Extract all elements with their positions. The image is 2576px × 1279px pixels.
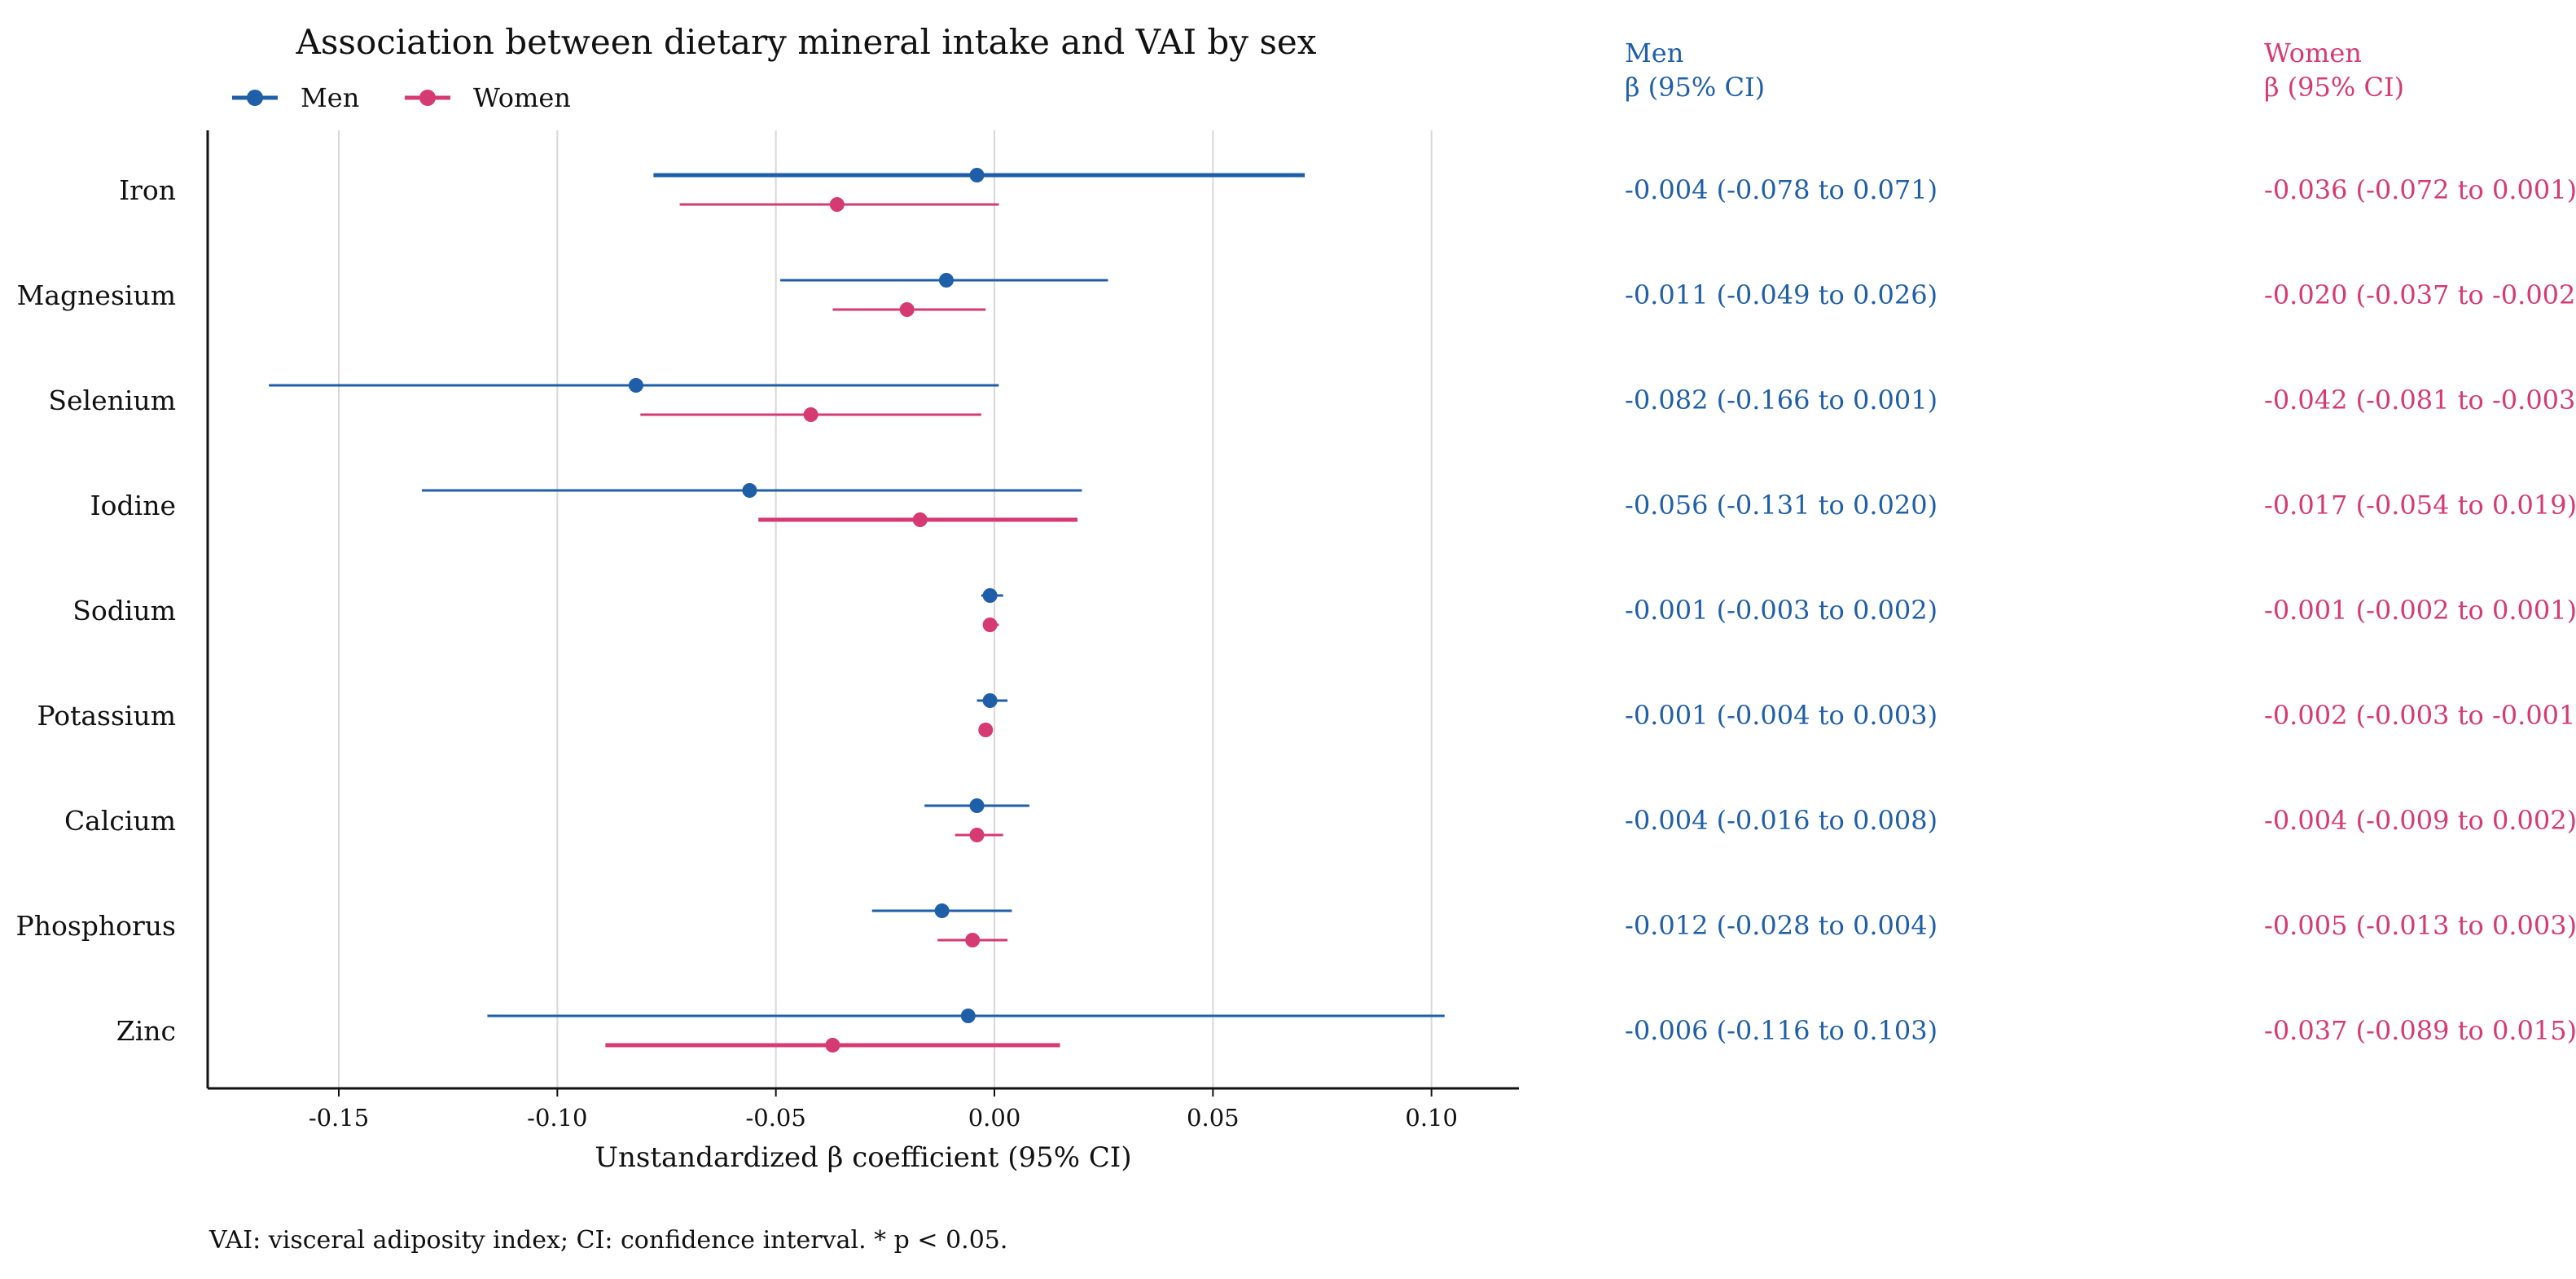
men-point-potassium	[982, 693, 998, 708]
men-column-subheader: β (95% CI)	[1625, 72, 1765, 103]
x-tick-label: -0.05	[745, 1104, 805, 1132]
legend: Men Women	[232, 82, 571, 113]
women-point-sodium	[982, 618, 998, 632]
women-point-phosphorus	[965, 933, 981, 947]
men-estimate-iron: -0.004 (-0.078 to 0.071)	[1625, 174, 1937, 205]
x-tick-label: 0.05	[1187, 1104, 1240, 1132]
men-estimate-sodium: -0.001 (-0.003 to 0.002)	[1625, 595, 1937, 626]
women-point-iron	[829, 197, 845, 212]
women-point-potassium	[978, 723, 994, 737]
x-tick-label: 0.00	[968, 1104, 1021, 1132]
men-estimate-zinc: -0.006 (-0.116 to 0.103)	[1625, 1015, 1937, 1046]
plot-marks	[269, 168, 1445, 1053]
axes	[206, 130, 1519, 1090]
men-estimate-selenium: -0.082 (-0.166 to 0.001)	[1625, 385, 1937, 415]
women-estimate-iron: -0.036 (-0.072 to 0.001)	[2264, 174, 2576, 205]
women-estimate-iodine: -0.017 (-0.054 to 0.019)	[2264, 490, 2576, 521]
x-tick-label: -0.15	[309, 1104, 369, 1132]
women-column-header: Women	[2264, 37, 2362, 68]
legend-label: Women	[473, 82, 571, 113]
gridlines	[338, 130, 1433, 1088]
legend-swatch-point	[419, 90, 436, 106]
category-label-iodine: Iodine	[90, 490, 176, 521]
x-tick-label: -0.10	[527, 1104, 587, 1132]
footnote: VAI: visceral adiposity index; CI: confi…	[208, 1226, 1007, 1255]
women-point-calcium	[969, 828, 985, 842]
category-label-calcium: Calcium	[64, 805, 176, 837]
legend-label: Men	[301, 82, 359, 113]
men-point-sodium	[982, 588, 998, 603]
category-labels: Iron Magnesium Selenium Iodine Sodium Potassi…	[16, 174, 176, 1047]
category-label-sodium: Sodium	[72, 595, 176, 626]
legend-item-women: Women	[405, 82, 571, 113]
women-estimate-potassium: -0.002 (-0.003 to -0.001)*	[2264, 700, 2576, 731]
women-estimate-calcium: -0.004 (-0.009 to 0.002)	[2264, 805, 2576, 836]
men-point-selenium	[628, 378, 643, 393]
women-column-subheader: β (95% CI)	[2264, 72, 2404, 103]
men-estimate-calcium: -0.004 (-0.016 to 0.008)	[1625, 805, 1937, 836]
women-estimate-selenium: -0.042 (-0.081 to -0.003)*	[2264, 385, 2576, 415]
men-point-calcium	[969, 798, 985, 813]
chart-title: Association between dietary mineral inta…	[296, 22, 1317, 62]
women-estimate-zinc: -0.037 (-0.089 to 0.015)	[2264, 1015, 2576, 1046]
men-estimate-iodine: -0.056 (-0.131 to 0.020)	[1625, 490, 1937, 521]
legend-item-men: Men	[232, 82, 359, 113]
x-axis-label: Unstandardized β coefficient (95% CI)	[595, 1141, 1131, 1174]
men-estimate-magnesium: -0.011 (-0.049 to 0.026)	[1625, 279, 1937, 310]
men-point-phosphorus	[934, 903, 950, 918]
x-tick-label: 0.10	[1405, 1104, 1458, 1132]
women-point-magnesium	[899, 302, 915, 317]
women-point-iodine	[912, 512, 928, 527]
men-point-iron	[969, 168, 985, 182]
x-ticks: -0.15 -0.10 -0.05 0.00 0.05 0.10	[309, 1088, 1458, 1132]
category-label-iron: Iron	[119, 174, 176, 206]
results-table: -0.004 (-0.078 to 0.071) -0.011 (-0.049 t…	[1625, 174, 2576, 1046]
women-estimate-sodium: -0.001 (-0.002 to 0.001)	[2264, 595, 2576, 626]
men-column-header: Men	[1625, 37, 1683, 68]
men-estimate-phosphorus: -0.012 (-0.028 to 0.004)	[1625, 910, 1937, 941]
men-estimate-potassium: -0.001 (-0.004 to 0.003)	[1625, 700, 1937, 731]
women-estimate-magnesium: -0.020 (-0.037 to -0.002)*	[2264, 279, 2576, 310]
category-label-phosphorus: Phosphorus	[16, 910, 176, 942]
men-point-iodine	[742, 483, 757, 498]
women-estimate-phosphorus: -0.005 (-0.013 to 0.003)	[2264, 910, 2576, 941]
women-point-selenium	[803, 407, 818, 422]
women-point-zinc	[825, 1038, 840, 1053]
category-label-potassium: Potassium	[37, 700, 176, 732]
category-label-magnesium: Magnesium	[17, 279, 176, 311]
legend-swatch-point	[247, 90, 263, 106]
category-label-selenium: Selenium	[48, 385, 176, 416]
men-point-zinc	[960, 1009, 976, 1023]
category-label-zinc: Zinc	[116, 1015, 176, 1047]
men-point-magnesium	[938, 273, 954, 288]
